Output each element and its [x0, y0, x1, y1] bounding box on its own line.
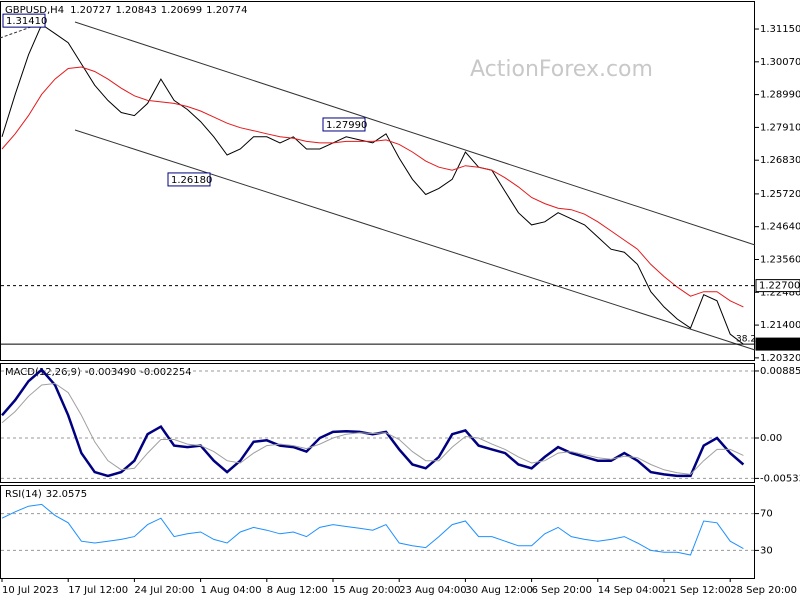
- level-label: 1.22700: [759, 281, 800, 292]
- x-tick-label: 30 Aug 12:00: [465, 585, 532, 596]
- close: 1.20774: [206, 5, 247, 16]
- y-tick-label: 1.31150: [760, 24, 800, 35]
- signal-value: -0.002254: [140, 367, 191, 378]
- macd-value: -0.003490: [85, 367, 136, 378]
- y-tick-label: 1.25720: [760, 189, 800, 200]
- series-line: [1, 23, 744, 345]
- y-tick-label: 1.28990: [760, 90, 800, 101]
- x-tick-label: 28 Sep 20:00: [730, 585, 797, 596]
- level-box: [755, 279, 800, 293]
- rsi-value: 32.0575: [46, 489, 87, 500]
- x-tick-label: 6 Sep 20:00: [532, 585, 592, 596]
- x-tick-label: 15 Aug 20:00: [333, 585, 400, 596]
- symbol: GBPUSD,H4: [5, 5, 64, 16]
- y-tick-label: 1.24640: [760, 222, 800, 233]
- trend-dash: [0, 21, 46, 39]
- x-tick-label: 8 Aug 12:00: [267, 585, 328, 596]
- peak-label: 1.27990: [326, 120, 367, 131]
- x-tick-label: 17 Jul 12:00: [68, 585, 128, 596]
- y-tick-label: 1.23560: [760, 254, 800, 265]
- peak-box: [322, 117, 366, 132]
- price-frame: [0, 1, 755, 361]
- x-tick-label: 23 Aug 04:00: [399, 585, 466, 596]
- peak-label: 1.26180: [171, 175, 212, 186]
- y-tick-label: 1.20320: [760, 353, 800, 364]
- y-tick-label: 1.21400: [760, 320, 800, 331]
- low: 1.20699: [161, 5, 202, 16]
- y-tick-label: -0.005334: [760, 473, 800, 484]
- channel-lower: [74, 129, 756, 351]
- y-tick-label: 30: [760, 545, 773, 556]
- rsi-title: RSI(14): [5, 489, 42, 500]
- x-tick-label: 10 Jul 2023: [2, 585, 59, 596]
- series-line: [1, 503, 744, 556]
- channel-upper: [74, 21, 756, 246]
- frames: [0, 1, 755, 579]
- x-tick-label: 1 Aug 04:00: [201, 585, 262, 596]
- channel: [0, 21, 756, 351]
- y-tick-label: 70: [760, 509, 773, 520]
- x-tick-label: 14 Sep 04:00: [598, 585, 665, 596]
- series-line: [1, 382, 744, 475]
- y-tick-label: 0.00885: [760, 366, 800, 377]
- series-line: [1, 66, 744, 308]
- fib-label: 38.2: [736, 335, 756, 345]
- y-tick-label: 1.27910: [760, 122, 800, 133]
- rsi-frame: [0, 485, 755, 579]
- level-label: 1.20774: [759, 339, 800, 350]
- peak-label: 1.31410: [6, 16, 47, 27]
- high: 1.20843: [115, 5, 156, 16]
- rsi-header: RSI(14) 32.0575: [5, 489, 87, 500]
- macd-frame: [0, 363, 755, 483]
- watermark: ActionForex.com: [470, 57, 653, 82]
- series-line: [1, 368, 745, 478]
- peak-box: [167, 172, 211, 187]
- x-tick-label: 21 Sep 12:00: [664, 585, 731, 596]
- level-box: [755, 337, 800, 351]
- y-tick-label: 1.30070: [760, 57, 800, 68]
- peak-box: [2, 13, 46, 28]
- open: 1.20727: [70, 5, 111, 16]
- y-tick-label: 1.26830: [760, 155, 800, 166]
- x-tick-label: 24 Jul 20:00: [134, 585, 194, 596]
- y-tick-label: 0.00: [760, 433, 782, 444]
- price-header: GBPUSD,H4 1.20727 1.20843 1.20699 1.20774: [5, 5, 248, 16]
- y-tick-label: 1.22480: [760, 287, 800, 298]
